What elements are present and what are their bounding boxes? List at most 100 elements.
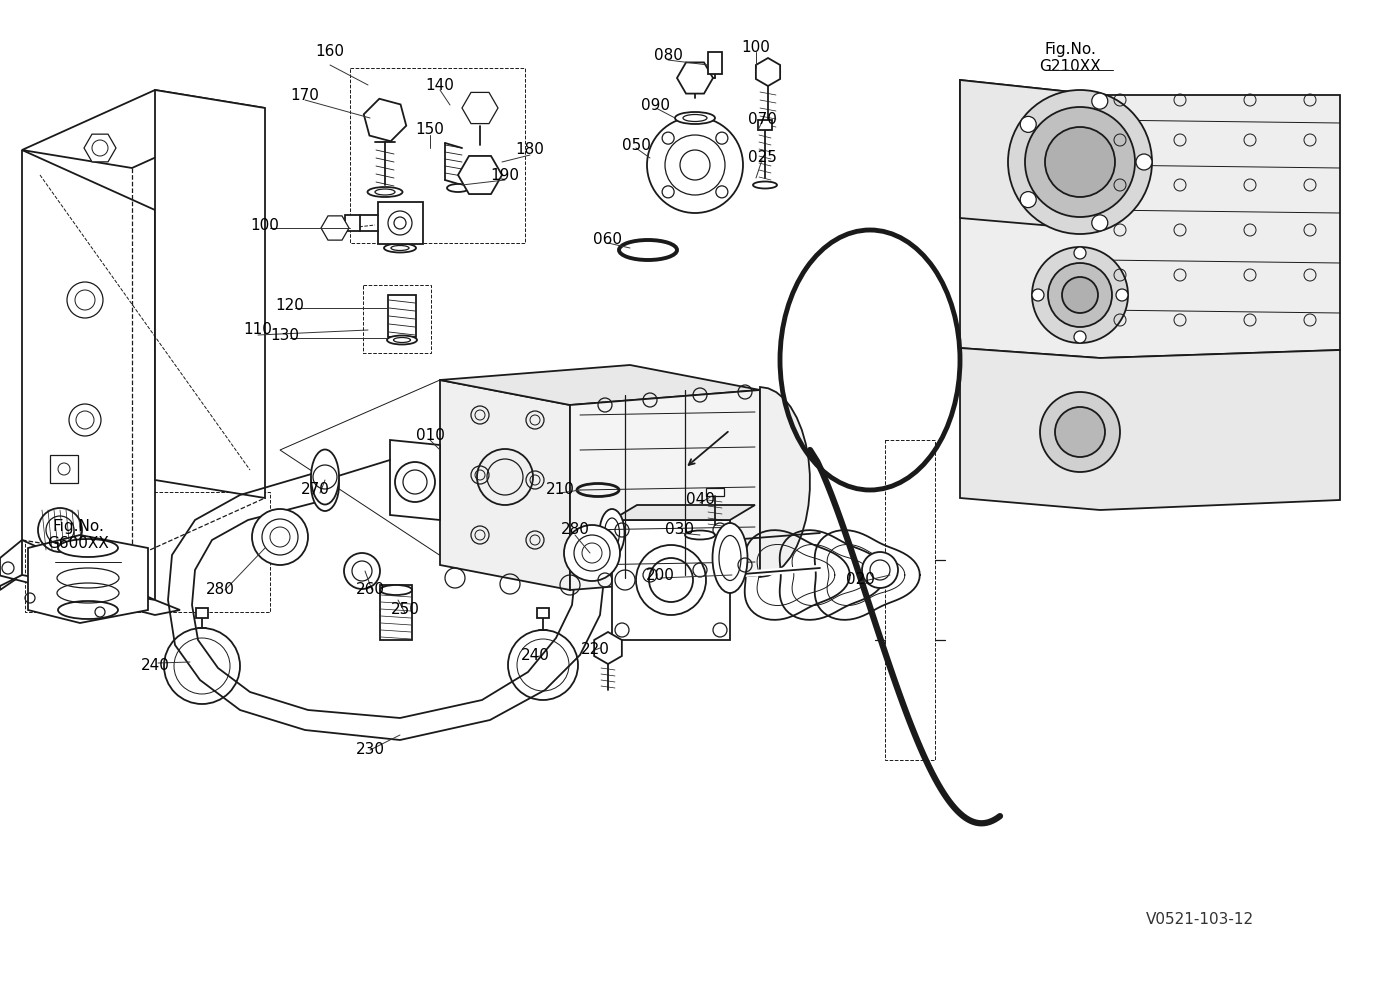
Bar bbox=[350, 68, 525, 243]
Ellipse shape bbox=[674, 112, 714, 124]
Polygon shape bbox=[458, 156, 502, 194]
Text: 160: 160 bbox=[316, 44, 345, 59]
Ellipse shape bbox=[713, 523, 747, 593]
Polygon shape bbox=[760, 387, 809, 577]
Text: 190: 190 bbox=[491, 167, 520, 182]
Polygon shape bbox=[321, 216, 349, 240]
Bar bbox=[378, 202, 423, 244]
Text: 280: 280 bbox=[560, 523, 589, 538]
Polygon shape bbox=[22, 150, 154, 600]
Ellipse shape bbox=[58, 539, 119, 557]
Ellipse shape bbox=[381, 585, 412, 595]
Bar bbox=[196, 608, 208, 618]
Circle shape bbox=[1025, 107, 1135, 217]
Bar bbox=[707, 52, 723, 74]
Text: V0521-103-12: V0521-103-12 bbox=[1146, 913, 1254, 928]
Polygon shape bbox=[612, 505, 754, 520]
Polygon shape bbox=[390, 440, 440, 520]
Circle shape bbox=[1031, 289, 1044, 301]
Text: 270: 270 bbox=[301, 482, 330, 497]
Polygon shape bbox=[960, 80, 1340, 358]
Text: 100: 100 bbox=[742, 40, 771, 55]
Bar bbox=[363, 285, 432, 353]
Bar bbox=[758, 120, 772, 130]
Circle shape bbox=[343, 553, 381, 589]
Ellipse shape bbox=[685, 531, 714, 540]
Polygon shape bbox=[440, 365, 760, 405]
Text: 260: 260 bbox=[356, 583, 385, 598]
Text: 080: 080 bbox=[654, 47, 683, 62]
Polygon shape bbox=[612, 520, 729, 640]
Text: 280: 280 bbox=[205, 583, 234, 598]
Circle shape bbox=[1008, 90, 1151, 234]
Circle shape bbox=[1062, 277, 1098, 313]
Ellipse shape bbox=[600, 509, 625, 557]
Bar bbox=[536, 608, 549, 618]
Text: 220: 220 bbox=[581, 643, 610, 658]
Text: 020: 020 bbox=[845, 573, 874, 588]
Text: 040: 040 bbox=[685, 492, 714, 508]
Text: 025: 025 bbox=[747, 150, 776, 165]
Polygon shape bbox=[28, 535, 148, 623]
Circle shape bbox=[1092, 215, 1107, 231]
Polygon shape bbox=[84, 134, 116, 162]
Bar bbox=[885, 440, 935, 760]
Text: 240: 240 bbox=[520, 648, 549, 663]
Text: 240: 240 bbox=[141, 658, 170, 673]
Polygon shape bbox=[960, 80, 1100, 230]
Circle shape bbox=[1020, 191, 1036, 207]
Circle shape bbox=[1074, 247, 1087, 259]
Text: 130: 130 bbox=[270, 327, 299, 342]
Text: 210: 210 bbox=[546, 482, 575, 497]
Text: 110: 110 bbox=[244, 322, 273, 337]
Text: 200: 200 bbox=[645, 568, 674, 583]
Ellipse shape bbox=[58, 601, 119, 619]
Text: 250: 250 bbox=[390, 603, 419, 618]
Circle shape bbox=[1055, 407, 1105, 457]
Text: 140: 140 bbox=[426, 77, 455, 92]
Bar bbox=[50, 455, 79, 483]
Text: 050: 050 bbox=[622, 137, 651, 152]
Text: 180: 180 bbox=[516, 142, 545, 157]
Polygon shape bbox=[960, 348, 1340, 510]
Text: 090: 090 bbox=[641, 97, 670, 112]
Text: 170: 170 bbox=[291, 87, 320, 102]
Circle shape bbox=[862, 552, 898, 588]
Ellipse shape bbox=[447, 184, 469, 192]
Ellipse shape bbox=[312, 459, 339, 511]
Polygon shape bbox=[756, 58, 781, 86]
Bar bbox=[381, 585, 412, 640]
Polygon shape bbox=[22, 90, 265, 168]
Circle shape bbox=[1040, 392, 1120, 472]
Text: Fig.No.
G600XX: Fig.No. G600XX bbox=[47, 519, 109, 552]
Circle shape bbox=[647, 117, 743, 213]
Polygon shape bbox=[364, 99, 407, 141]
Polygon shape bbox=[677, 62, 713, 93]
Text: 100: 100 bbox=[251, 217, 280, 232]
Text: 060: 060 bbox=[593, 232, 622, 247]
Ellipse shape bbox=[387, 335, 416, 344]
Ellipse shape bbox=[753, 181, 776, 188]
Text: 010: 010 bbox=[415, 427, 444, 442]
Circle shape bbox=[1031, 247, 1128, 343]
Circle shape bbox=[1045, 127, 1116, 197]
Polygon shape bbox=[570, 390, 760, 590]
Ellipse shape bbox=[367, 187, 403, 197]
Polygon shape bbox=[0, 573, 181, 615]
Circle shape bbox=[1116, 289, 1128, 301]
Ellipse shape bbox=[312, 449, 339, 505]
Circle shape bbox=[1048, 263, 1111, 327]
Ellipse shape bbox=[383, 243, 416, 252]
Polygon shape bbox=[0, 540, 22, 590]
Bar bbox=[25, 492, 270, 612]
Circle shape bbox=[1136, 154, 1151, 170]
Circle shape bbox=[564, 525, 621, 581]
Polygon shape bbox=[154, 90, 265, 498]
Polygon shape bbox=[462, 92, 498, 123]
Text: 230: 230 bbox=[356, 743, 385, 758]
Polygon shape bbox=[440, 380, 570, 590]
Text: 150: 150 bbox=[415, 122, 444, 137]
Text: 070: 070 bbox=[747, 112, 776, 127]
Bar bbox=[387, 295, 416, 337]
Bar bbox=[345, 215, 360, 231]
